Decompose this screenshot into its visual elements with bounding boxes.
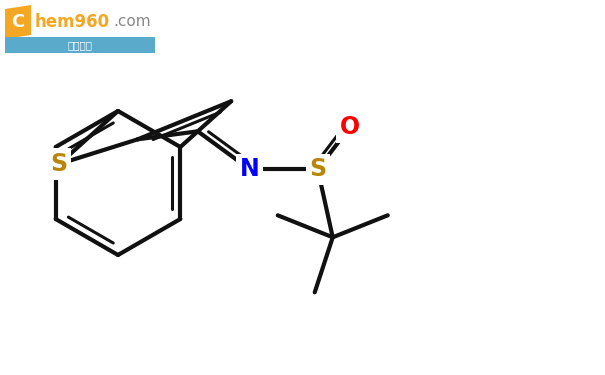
FancyBboxPatch shape — [5, 37, 155, 53]
Text: N: N — [240, 157, 260, 181]
Text: hem960: hem960 — [35, 13, 110, 31]
Text: C: C — [11, 13, 25, 31]
Text: O: O — [339, 115, 360, 139]
Polygon shape — [5, 5, 31, 39]
Text: S: S — [309, 157, 326, 181]
Text: S: S — [51, 152, 68, 176]
Text: 化化工网: 化化工网 — [68, 40, 93, 50]
Text: .com: .com — [113, 15, 151, 30]
